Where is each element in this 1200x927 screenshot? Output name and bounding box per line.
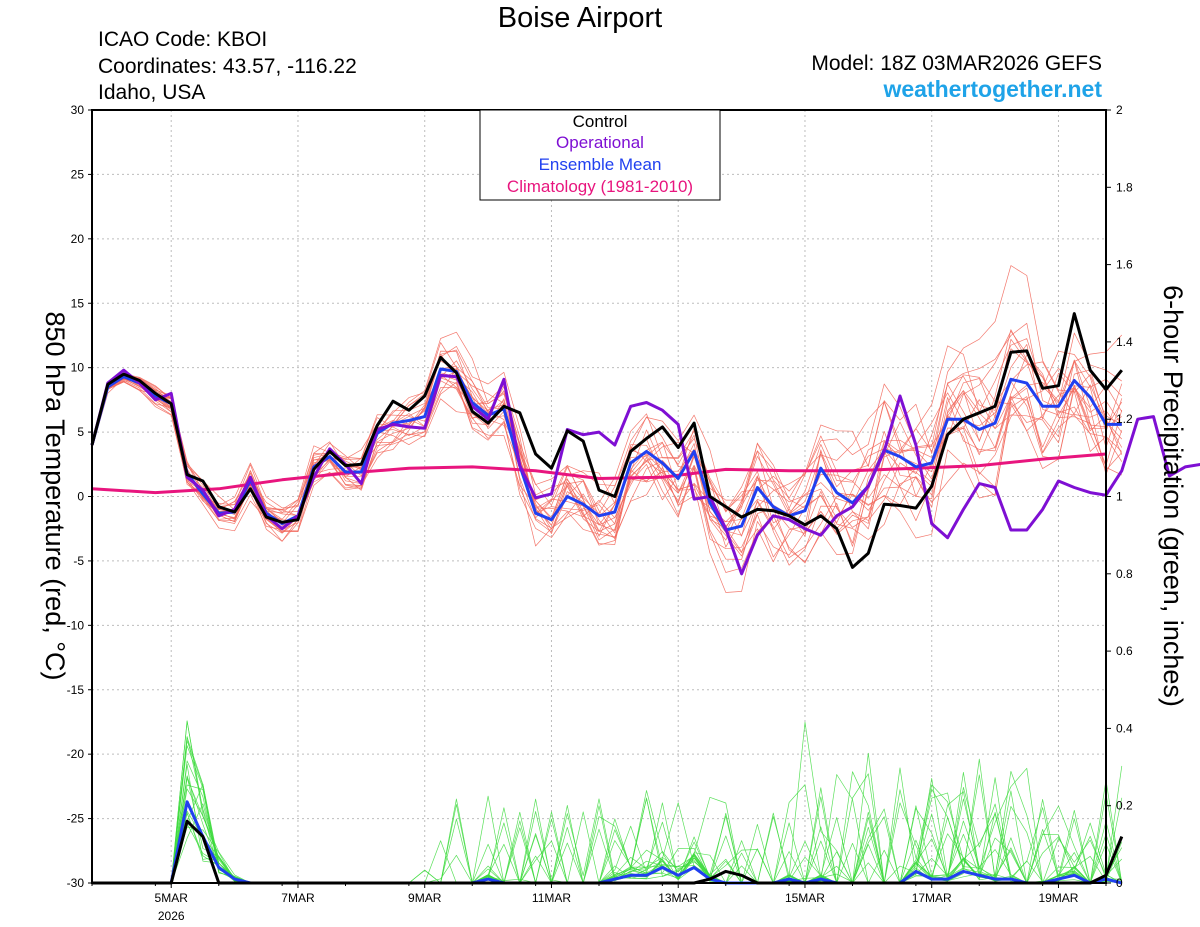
x-tick-label: 17MAR <box>912 891 952 905</box>
precip-member-line <box>92 767 1122 884</box>
y-tick-label: 15 <box>71 296 85 310</box>
y-tick-label: 30 <box>71 103 85 117</box>
temp-member-line <box>91 360 1123 563</box>
y2-tick-label: 0.2 <box>1116 799 1133 813</box>
coordinates-label: Coordinates: 43.57, -116.22 <box>98 55 357 78</box>
highlight-series <box>90 312 1200 885</box>
x-tick-label: 11MAR <box>532 891 571 905</box>
site-name-label: weathertogether.net <box>883 76 1102 102</box>
x-tick-sublabel: 2026 <box>158 909 185 923</box>
y2-tick-label: 1.8 <box>1116 180 1133 194</box>
legend-climatology: Climatology (1981-2010) <box>507 177 693 196</box>
precip-member-line <box>92 773 1122 884</box>
temp-member-line <box>91 365 1123 536</box>
temp-member-line <box>91 380 1123 559</box>
y-tick-label: 5 <box>77 425 84 439</box>
y-tick-label: 10 <box>71 361 85 375</box>
x-tick-label: 7MAR <box>281 891 315 905</box>
precip-member-line <box>92 767 1123 884</box>
y-tick-label: 0 <box>77 490 84 504</box>
temp-member-line <box>91 354 1123 558</box>
y2-tick-label: 1.4 <box>1116 335 1133 349</box>
y2-tick-label: 0.4 <box>1116 721 1133 735</box>
page-title: Boise Airport <box>497 2 663 34</box>
y2-tick-label: 2 <box>1116 103 1123 117</box>
operational-temp-line <box>90 368 1200 576</box>
y-tick-label: 20 <box>71 232 85 246</box>
x-tick-label: 15MAR <box>785 891 825 905</box>
axis-ticks: 302520151050-5-10-15-20-25-3021.81.61.41… <box>67 103 1133 923</box>
precip-member-line <box>92 770 1122 884</box>
y2-tick-label: 1.6 <box>1116 258 1133 272</box>
y2-tick-label: 1 <box>1116 490 1123 504</box>
y-tick-label: -5 <box>73 554 84 568</box>
y2-tick-label: 0 <box>1116 876 1123 890</box>
y-tick-label: -20 <box>67 747 85 761</box>
temp-member-line <box>91 371 1123 560</box>
x-tick-label: 19MAR <box>1038 891 1078 905</box>
legend-operational: Operational <box>556 133 644 152</box>
y-axis-label: 850 hPa Temperature (red, °C) <box>40 312 70 681</box>
y2-tick-label: 1.2 <box>1116 412 1133 426</box>
temp-member-line <box>91 265 1123 550</box>
legend-box: Control Operational Ensemble Mean Climat… <box>479 109 721 201</box>
temp-member-line <box>91 329 1122 540</box>
x-tick-label: 9MAR <box>408 891 442 905</box>
y-tick-label: -25 <box>67 812 85 826</box>
x-tick-label: 13MAR <box>658 891 698 905</box>
temp-member-line <box>91 350 1122 573</box>
y2-axis-label: 6-hour Precipitation (green, inches) <box>1158 285 1188 707</box>
control-temp-line <box>90 312 1123 569</box>
precip-member-line <box>92 771 1123 884</box>
y2-tick-label: 0.8 <box>1116 567 1133 581</box>
temp-member-line <box>91 372 1122 534</box>
y-tick-label: -30 <box>67 876 85 890</box>
legend-control: Control <box>573 112 628 131</box>
icao-code-label: ICAO Code: KBOI <box>98 28 268 51</box>
legend-ensemble-mean: Ensemble Mean <box>539 155 662 174</box>
y-tick-label: -10 <box>67 618 85 632</box>
model-run-label: Model: 18Z 03MAR2026 GEFS <box>811 52 1102 75</box>
x-tick-label: 5MAR <box>155 891 189 905</box>
y-tick-label: 25 <box>71 167 85 181</box>
y2-tick-label: 0.6 <box>1116 644 1133 658</box>
region-label: Idaho, USA <box>98 81 206 104</box>
y-tick-label: -15 <box>67 683 85 697</box>
ensemble-members <box>91 265 1123 884</box>
